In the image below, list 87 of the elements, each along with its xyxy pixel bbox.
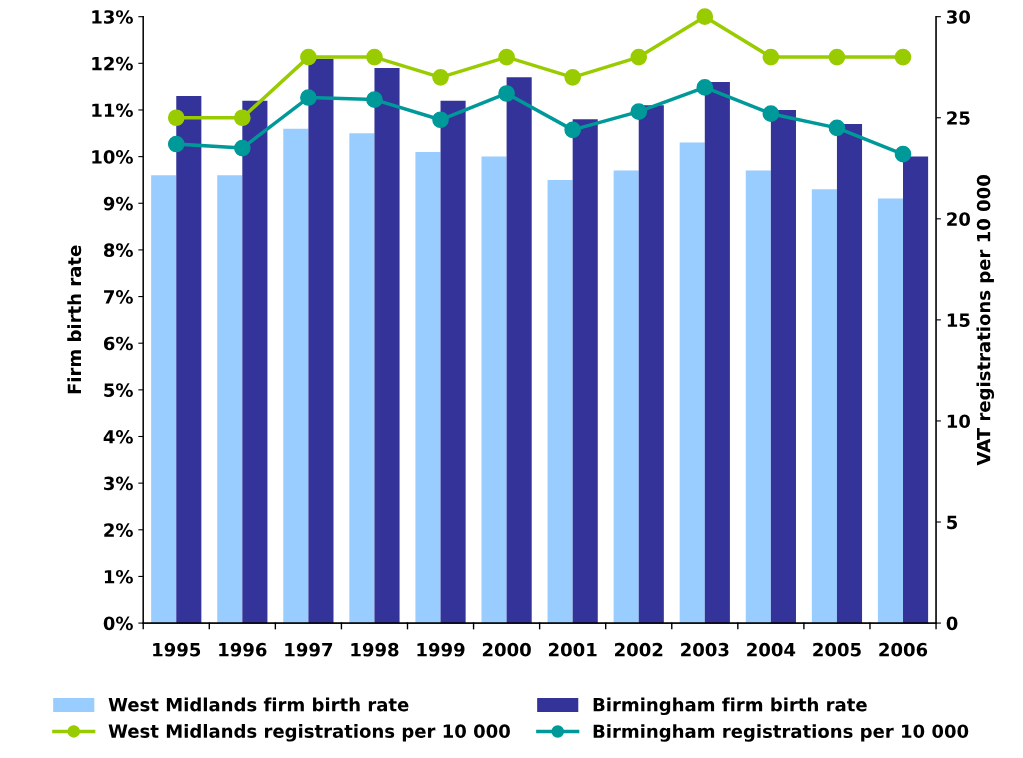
point bbox=[432, 68, 449, 86]
point bbox=[233, 109, 251, 127]
point bbox=[630, 103, 648, 121]
bar bbox=[877, 198, 904, 624]
x-tick-label: 2002 bbox=[615, 642, 663, 657]
legend-label: Birmingham firm birth rate bbox=[593, 697, 867, 716]
point bbox=[366, 48, 383, 66]
point bbox=[630, 48, 648, 66]
y2-tick-label: 5 bbox=[947, 515, 958, 530]
point bbox=[894, 145, 912, 163]
x-tick-label: 2001 bbox=[548, 642, 597, 657]
bar bbox=[415, 151, 441, 624]
bar bbox=[572, 119, 598, 624]
bar bbox=[638, 105, 664, 624]
bar bbox=[374, 67, 400, 624]
bar bbox=[903, 156, 929, 624]
y2-tick-label: 20 bbox=[947, 212, 971, 226]
y-tick-label: 0% bbox=[103, 616, 133, 631]
point bbox=[167, 135, 185, 153]
y-axis-title: Firm birth rate bbox=[67, 245, 82, 394]
point bbox=[366, 91, 383, 108]
y-tick-label: 3% bbox=[104, 476, 133, 491]
y-tick-label: 7% bbox=[104, 290, 133, 304]
y2-tick-label: 30 bbox=[946, 10, 971, 24]
point bbox=[696, 8, 714, 26]
point bbox=[696, 79, 714, 96]
bar bbox=[151, 175, 177, 624]
y-tick-label: 1% bbox=[104, 569, 133, 584]
bar bbox=[704, 81, 730, 624]
y2-tick-label: 25 bbox=[947, 111, 970, 125]
legend-label: West Midlands registrations per 10 000 bbox=[108, 723, 510, 742]
y-tick-label: 8% bbox=[103, 243, 133, 258]
bar bbox=[836, 123, 863, 624]
bar bbox=[283, 128, 309, 624]
point bbox=[233, 139, 251, 157]
y-tick-label: 13% bbox=[92, 10, 133, 24]
y-tick-label: 12% bbox=[92, 56, 133, 71]
y-tick-label: 4% bbox=[103, 429, 133, 444]
y2-axis-title: VAT registrations per 10 000 bbox=[976, 175, 995, 466]
x-tick-label: 1997 bbox=[285, 642, 333, 657]
y-tick-label: 2% bbox=[104, 523, 133, 537]
legend-label: Birmingham registrations per 10 000 bbox=[593, 724, 969, 742]
bar bbox=[679, 142, 705, 624]
bar bbox=[308, 58, 334, 624]
x-tick-label: 2003 bbox=[681, 642, 729, 657]
point bbox=[828, 119, 846, 137]
bar bbox=[613, 170, 639, 624]
x-tick-label: 1995 bbox=[153, 642, 201, 657]
point bbox=[498, 48, 515, 66]
x-tick-label: 1999 bbox=[417, 642, 465, 657]
point bbox=[498, 85, 515, 102]
point bbox=[300, 89, 317, 106]
y-tick-label: 5% bbox=[104, 383, 133, 397]
bar bbox=[481, 156, 507, 624]
x-tick-label: 1996 bbox=[219, 642, 267, 657]
legend-label: West Midlands firm birth rate bbox=[108, 697, 409, 712]
point bbox=[564, 121, 582, 139]
x-tick-label: 2005 bbox=[813, 642, 861, 657]
point bbox=[762, 48, 780, 66]
y-tick-label: 11% bbox=[92, 103, 133, 118]
y2-tick-label: 10 bbox=[947, 414, 971, 429]
bar bbox=[242, 100, 268, 624]
bar bbox=[811, 189, 837, 624]
y2-tick-label: 0 bbox=[946, 616, 958, 631]
bar bbox=[176, 95, 202, 624]
point bbox=[564, 68, 582, 86]
y2-tick-label: 15 bbox=[947, 313, 970, 327]
bar bbox=[770, 109, 796, 624]
bar bbox=[440, 100, 466, 624]
y-tick-label: 6% bbox=[103, 336, 133, 351]
y-tick-label: 9% bbox=[103, 196, 133, 211]
x-tick-label: 2006 bbox=[879, 642, 928, 657]
x-tick-label: 2004 bbox=[747, 642, 796, 657]
bar bbox=[217, 175, 243, 624]
point bbox=[167, 109, 185, 127]
bar bbox=[547, 179, 573, 624]
point bbox=[894, 48, 912, 66]
point bbox=[828, 48, 846, 66]
point bbox=[432, 111, 449, 129]
x-tick-label: 1998 bbox=[351, 642, 399, 657]
point bbox=[300, 48, 317, 66]
y-tick-label: 10% bbox=[92, 150, 133, 164]
x-tick-label: 2000 bbox=[482, 642, 531, 657]
point bbox=[762, 105, 780, 123]
bar bbox=[349, 133, 375, 624]
bar bbox=[506, 77, 532, 624]
bar bbox=[745, 170, 771, 624]
